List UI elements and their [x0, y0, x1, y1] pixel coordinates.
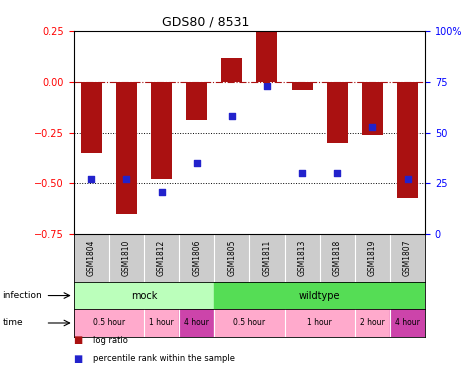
- Text: wildtype: wildtype: [299, 291, 341, 300]
- Point: [193, 160, 200, 166]
- Bar: [355, 309, 390, 337]
- Text: time: time: [2, 318, 23, 328]
- Bar: [327, 82, 348, 143]
- Bar: [214, 282, 425, 309]
- Text: GSM1818: GSM1818: [333, 240, 342, 276]
- Bar: [397, 82, 418, 198]
- Bar: [116, 82, 137, 214]
- Bar: [292, 82, 313, 90]
- Bar: [285, 309, 355, 337]
- Point: [404, 176, 411, 182]
- Text: GSM1804: GSM1804: [87, 240, 95, 276]
- Text: mock: mock: [131, 291, 157, 300]
- Text: percentile rank within the sample: percentile rank within the sample: [93, 354, 235, 363]
- Bar: [81, 82, 102, 153]
- Text: GSM1813: GSM1813: [298, 240, 306, 276]
- Text: GSM1807: GSM1807: [403, 240, 412, 276]
- Text: ■: ■: [74, 354, 83, 364]
- Bar: [74, 282, 214, 309]
- Text: GSM1806: GSM1806: [192, 240, 201, 276]
- Text: GSM1810: GSM1810: [122, 240, 131, 276]
- Text: GSM1811: GSM1811: [263, 240, 271, 276]
- Bar: [390, 309, 425, 337]
- Text: log ratio: log ratio: [93, 336, 127, 345]
- Bar: [362, 82, 383, 135]
- Point: [263, 83, 271, 89]
- Point: [123, 176, 130, 182]
- Text: 4 hour: 4 hour: [184, 318, 209, 328]
- Bar: [179, 309, 214, 337]
- Bar: [151, 82, 172, 179]
- Text: ■: ■: [74, 335, 83, 346]
- Point: [298, 171, 306, 176]
- Text: infection: infection: [2, 291, 42, 300]
- Bar: [256, 29, 277, 82]
- Point: [369, 124, 376, 130]
- Point: [333, 171, 341, 176]
- Text: GSM1819: GSM1819: [368, 240, 377, 276]
- Text: 1 hour: 1 hour: [149, 318, 174, 328]
- Bar: [144, 309, 179, 337]
- Text: GSM1805: GSM1805: [228, 240, 236, 276]
- Text: GSM1812: GSM1812: [157, 240, 166, 276]
- Text: 0.5 hour: 0.5 hour: [93, 318, 125, 328]
- Bar: [214, 309, 285, 337]
- Point: [158, 188, 165, 194]
- Bar: [74, 309, 144, 337]
- Bar: [186, 82, 207, 120]
- Point: [87, 176, 95, 182]
- Text: GDS80 / 8531: GDS80 / 8531: [162, 15, 249, 29]
- Text: 0.5 hour: 0.5 hour: [233, 318, 266, 328]
- Text: 4 hour: 4 hour: [395, 318, 420, 328]
- Point: [228, 113, 236, 119]
- Text: 1 hour: 1 hour: [307, 318, 332, 328]
- Bar: [221, 57, 242, 82]
- Text: 2 hour: 2 hour: [360, 318, 385, 328]
